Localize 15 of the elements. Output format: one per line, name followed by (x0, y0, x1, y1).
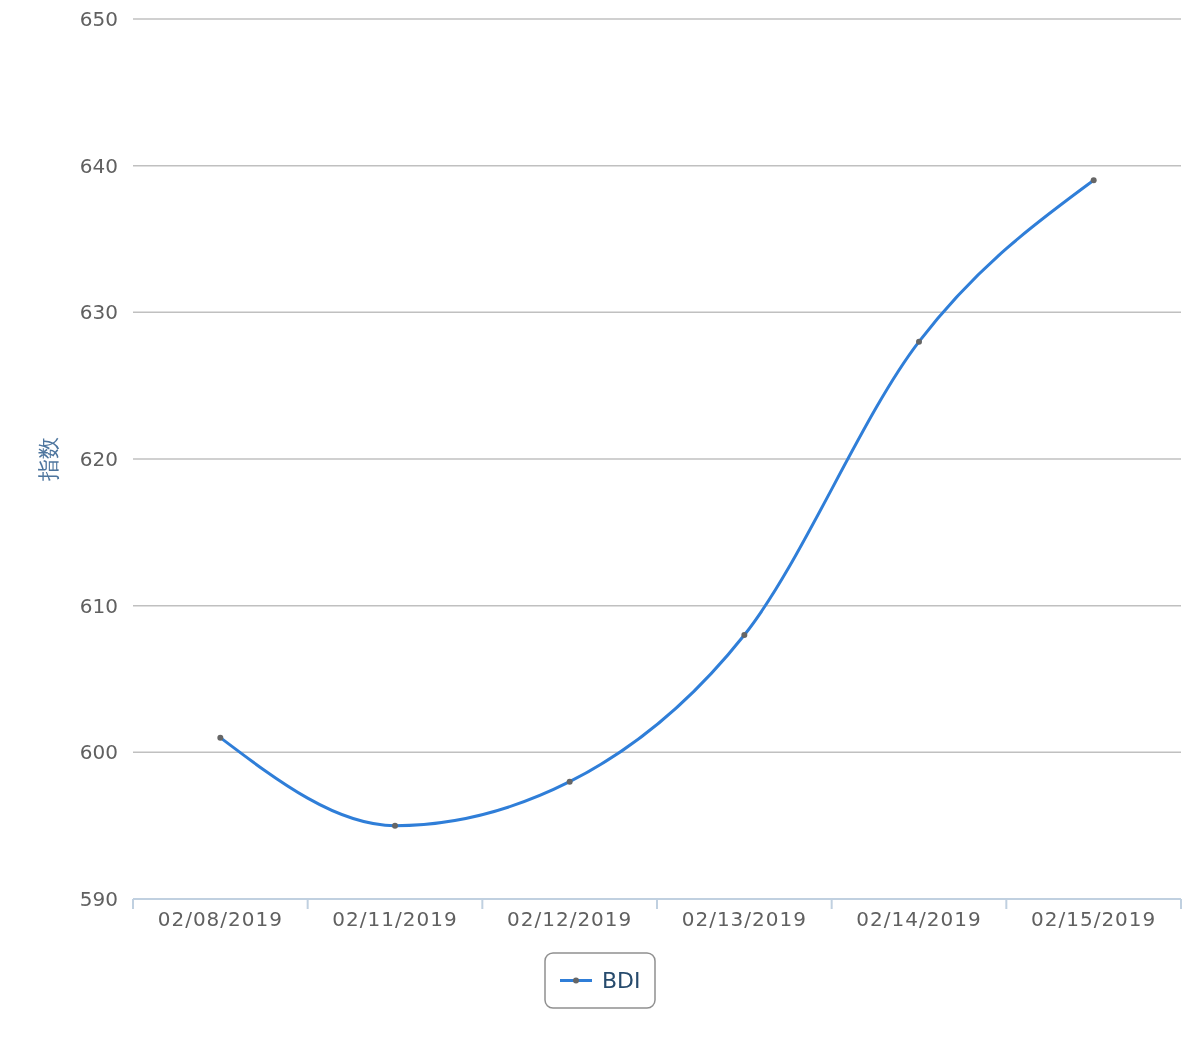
y-tick-label: 590 (79, 887, 118, 911)
x-tick-label: 02/12/2019 (507, 907, 633, 931)
x-tick-label: 02/11/2019 (332, 907, 458, 931)
legend-label: BDI (602, 968, 641, 994)
x-tick-label: 02/15/2019 (1031, 907, 1157, 931)
y-tick-label: 630 (79, 300, 118, 325)
x-tick-label: 02/08/2019 (157, 907, 283, 931)
x-tick-label: 02/13/2019 (681, 907, 807, 931)
x-tick-label: 02/14/2019 (856, 907, 982, 931)
y-tick-label: 640 (79, 153, 118, 178)
y-tick-label: 650 (79, 7, 118, 31)
y-axis-title: 指数 (36, 437, 61, 482)
y-tick-label: 610 (79, 593, 118, 618)
y-tick-label: 620 (79, 447, 118, 471)
y-tick-label: 600 (79, 740, 118, 765)
